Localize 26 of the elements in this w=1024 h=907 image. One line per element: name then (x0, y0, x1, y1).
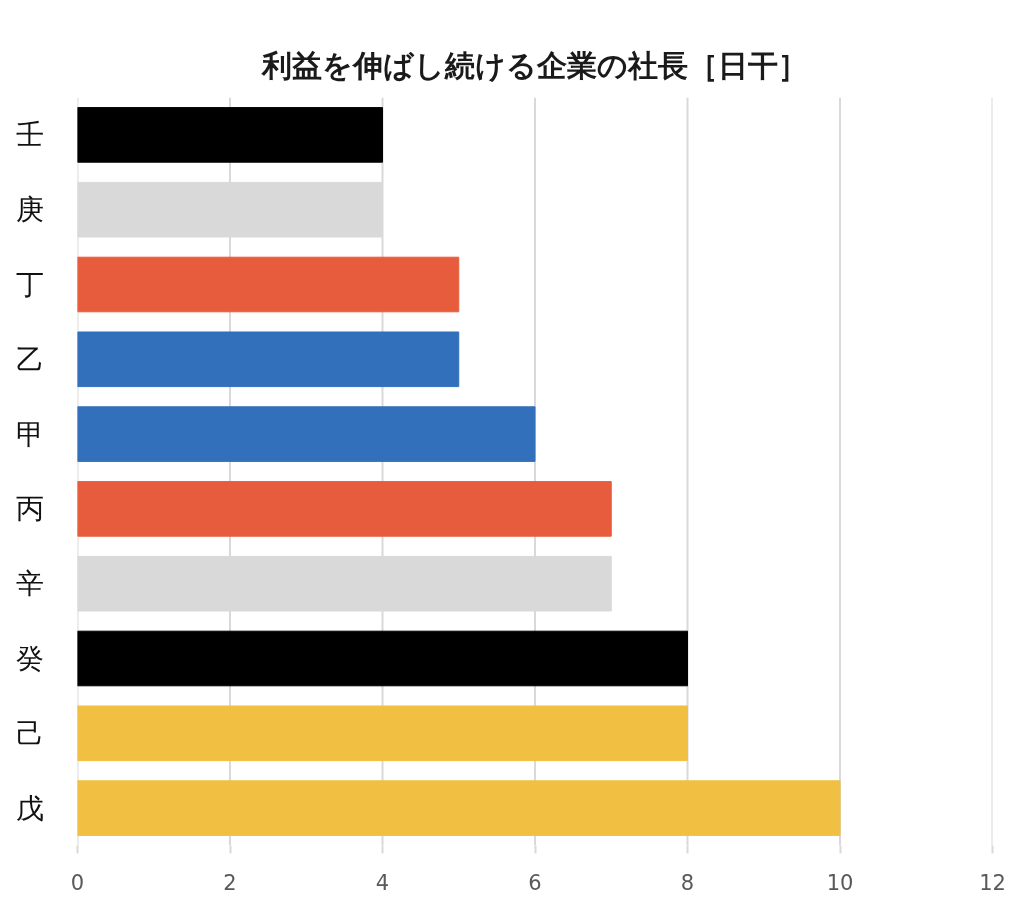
y-tick-label: 己 (15, 716, 44, 750)
chart-title: 利益を伸ばし続ける企業の社長［日干］ (261, 47, 808, 83)
y-tick-label: 庚 (15, 193, 44, 227)
x-tick-label: 0 (70, 870, 85, 895)
bar (77, 630, 688, 687)
x-tick-label: 8 (680, 870, 695, 895)
bar (77, 406, 536, 462)
bar (77, 705, 688, 762)
bar (77, 481, 612, 537)
x-tick-label: 4 (375, 870, 390, 895)
y-tick-label: 壬 (15, 118, 44, 152)
x-tick-label: 2 (223, 870, 237, 895)
y-tick-label: 戊 (15, 791, 44, 825)
x-tick-label: 12 (979, 870, 1006, 895)
bar (77, 107, 383, 163)
bar (77, 780, 841, 836)
y-tick-label: 癸 (15, 642, 44, 675)
y-tick-label: 乙 (15, 342, 44, 376)
y-tick-label: 辛 (15, 567, 44, 601)
y-tick-label: 丙 (15, 492, 44, 526)
bar (77, 331, 460, 388)
y-tick-label: 丁 (15, 268, 44, 301)
y-tick-label: 甲 (15, 417, 44, 451)
x-tick-label: 10 (826, 870, 854, 895)
x-tick-label: 6 (528, 870, 542, 895)
bar (77, 256, 460, 313)
